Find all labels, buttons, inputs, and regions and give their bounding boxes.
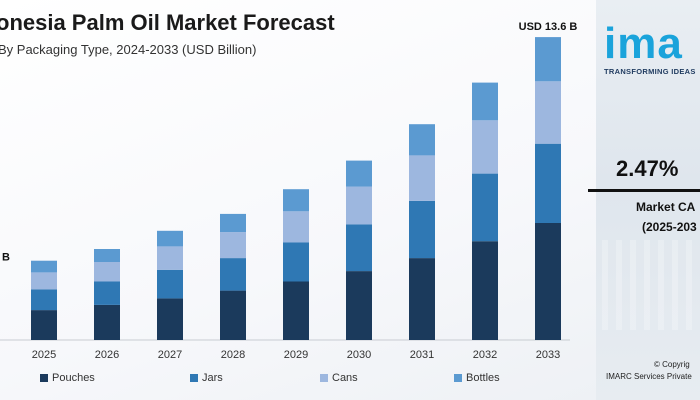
data-label-2024: B [2, 252, 10, 264]
x-tick-label-2025: 2025 [32, 349, 56, 361]
logo-tagline: TRANSFORMING IDEAS [604, 67, 696, 76]
bar-segment-jars-2025 [31, 289, 57, 311]
cagr-value: 2.47% [616, 156, 679, 181]
bar-segment-cans-2027 [157, 246, 183, 270]
bar-segment-cans-2032 [472, 120, 498, 174]
bar-segment-pouches-2028 [220, 290, 246, 340]
bar-segment-jars-2029 [283, 242, 309, 282]
bar-segment-bottles-2026 [94, 249, 120, 262]
chart-title: onesia Palm Oil Market Forecast [0, 10, 335, 35]
bar-segment-pouches-2033 [535, 223, 561, 340]
bar-segment-bottles-2031 [409, 124, 435, 156]
legend-label-cans: Cans [332, 372, 358, 384]
x-tick-label-2027: 2027 [158, 349, 182, 361]
cagr-label: Market CA [636, 200, 696, 214]
imarc-logo: ima [604, 19, 683, 68]
legend-item-bottles: Bottles [454, 372, 500, 384]
bar-segment-jars-2027 [157, 269, 183, 299]
bar-segment-bottles-2028 [220, 213, 246, 233]
x-tick-label-2026: 2026 [95, 349, 119, 361]
bar-segment-jars-2032 [472, 173, 498, 242]
x-tick-label-2028: 2028 [221, 349, 245, 361]
bar-segment-bottles-2025 [31, 260, 57, 273]
legend-swatch-pouches [40, 374, 48, 382]
chart-legend: Pouches Jars Cans Bottles [40, 372, 600, 388]
legend-swatch-bottles [454, 374, 462, 382]
bar-segment-cans-2033 [535, 81, 561, 144]
bar-segment-pouches-2027 [157, 298, 183, 340]
bar-segment-jars-2026 [94, 281, 120, 305]
copyright-text: © Copyrig [654, 360, 690, 369]
x-tick-label-2032: 2032 [473, 349, 497, 361]
bar-segment-cans-2028 [220, 232, 246, 259]
cagr-divider [588, 189, 700, 192]
bar-segment-bottles-2033 [535, 37, 561, 82]
bar-segment-jars-2030 [346, 224, 372, 272]
stacked-bar-chart: 2025 2026 2027 2028 2029 2030 2031 2032 2033 B USD… [0, 21, 578, 361]
bar-segment-pouches-2025 [31, 310, 57, 340]
legend-label-pouches: Pouches [52, 372, 95, 384]
legend-label-jars: Jars [202, 372, 223, 384]
bar-segment-jars-2033 [535, 143, 561, 223]
legend-item-pouches: Pouches [40, 372, 95, 384]
chart-subtitle: By Packaging Type, 2024-2033 (USD Billio… [0, 42, 257, 57]
legend-label-bottles: Bottles [466, 372, 500, 384]
legend-item-jars: Jars [190, 372, 223, 384]
bar-segment-cans-2025 [31, 272, 57, 290]
bar-segment-jars-2028 [220, 258, 246, 291]
bar-segment-pouches-2026 [94, 304, 120, 340]
bar-segment-pouches-2029 [283, 281, 309, 340]
x-tick-label-2033: 2033 [536, 349, 560, 361]
bar-segment-jars-2031 [409, 200, 435, 259]
cagr-period: (2025-203 [642, 220, 697, 234]
legend-swatch-jars [190, 374, 198, 382]
bar-segment-bottles-2030 [346, 160, 372, 187]
bar-segment-bottles-2029 [283, 189, 309, 212]
x-tick-label-2030: 2030 [347, 349, 371, 361]
bar-segment-cans-2031 [409, 155, 435, 201]
company-name: IMARC Services Private [606, 372, 692, 381]
bar-segment-pouches-2032 [472, 241, 498, 340]
bar-segment-cans-2029 [283, 211, 309, 243]
bar-segment-bottles-2027 [157, 230, 183, 247]
chart-panel: onesia Palm Oil Market Forecast By Packa… [0, 0, 596, 400]
bar-segment-cans-2030 [346, 186, 372, 225]
bar-segment-bottles-2032 [472, 82, 498, 121]
x-tick-label-2031: 2031 [410, 349, 434, 361]
data-label-2033: USD 13.6 B [519, 21, 578, 33]
legend-item-cans: Cans [320, 372, 358, 384]
legend-swatch-cans [320, 374, 328, 382]
bar-segment-pouches-2031 [409, 258, 435, 340]
bar-segment-pouches-2030 [346, 271, 372, 340]
bar-segment-cans-2026 [94, 262, 120, 282]
background-graphic [602, 240, 700, 330]
brand-panel [596, 0, 700, 400]
x-tick-label-2029: 2029 [284, 349, 308, 361]
